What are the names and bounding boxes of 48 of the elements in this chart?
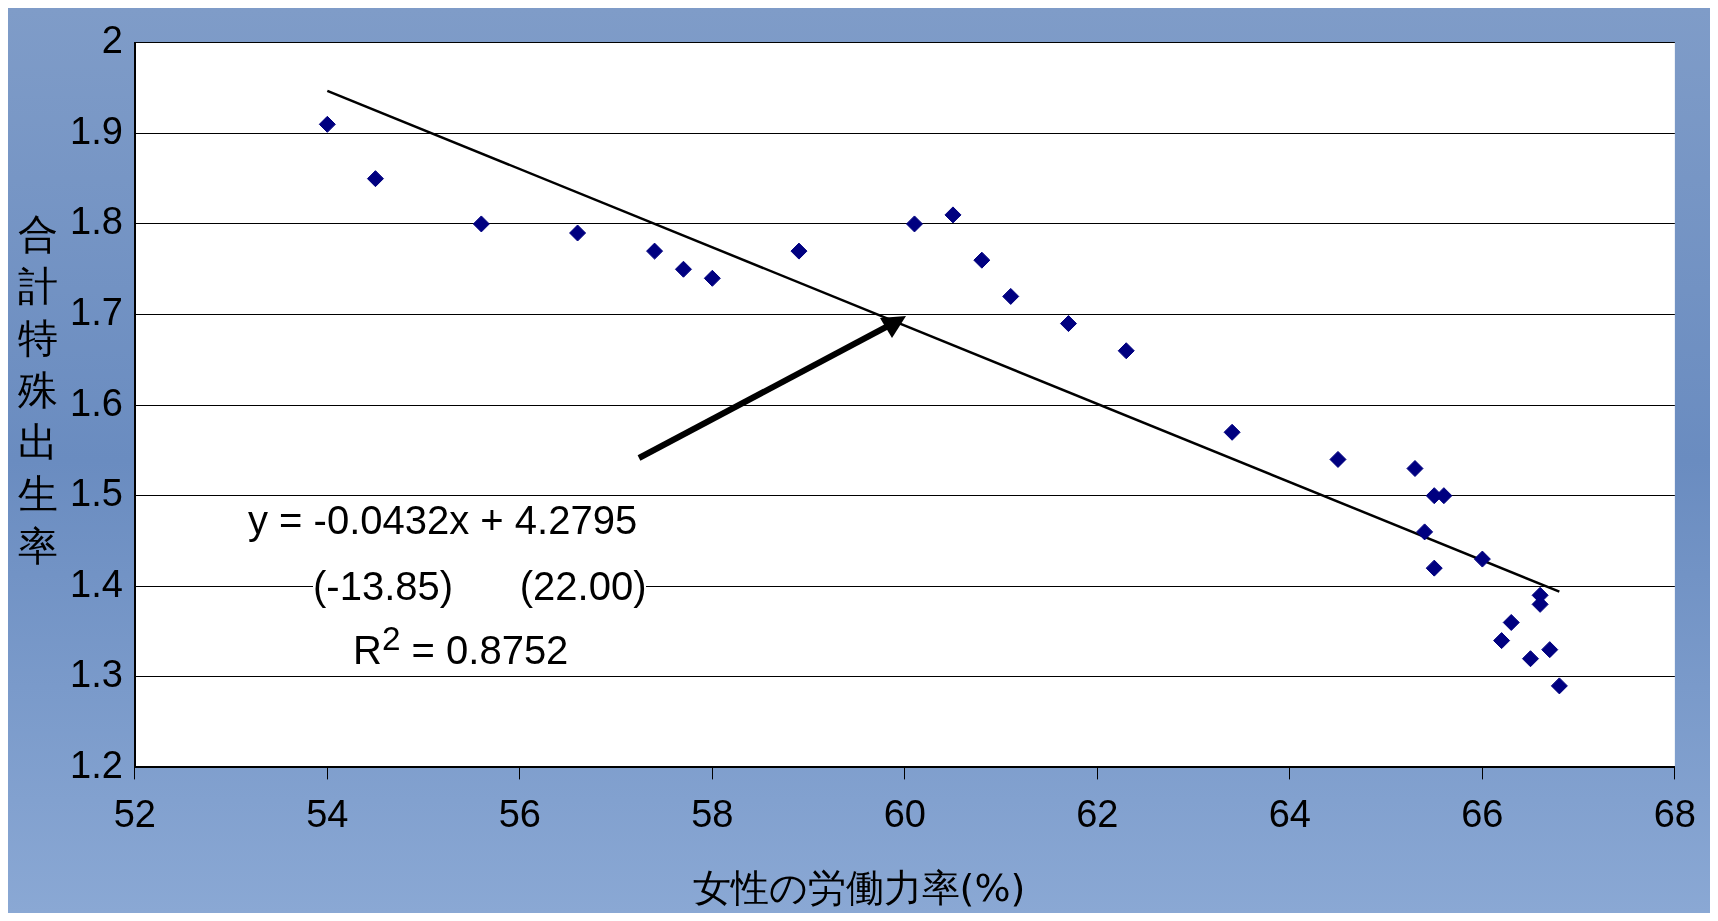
x-tick-label: 62 (1076, 792, 1119, 835)
y-tick-label: 1.8 (70, 200, 123, 243)
point (1550, 677, 1568, 695)
point (905, 215, 923, 233)
y-tick-label: 1.3 (70, 653, 123, 696)
x-tick-label: 56 (498, 792, 541, 835)
annotation: R$^{2}$ = 0.8752 (353, 620, 569, 674)
point (1002, 287, 1020, 305)
point (1059, 315, 1077, 333)
y-tick-label: 1.7 (70, 291, 123, 334)
annotation: (-13.85) (22.00) (313, 564, 647, 609)
point (646, 242, 664, 260)
point (1493, 632, 1511, 650)
point (318, 115, 336, 133)
x-tick-label: 60 (883, 792, 926, 835)
point (1425, 559, 1443, 577)
point (1223, 423, 1241, 441)
point (944, 206, 962, 224)
x-tick-label: 52 (113, 792, 156, 835)
y-tick-label: 1.6 (70, 381, 123, 424)
point (1406, 460, 1424, 477)
point (1416, 523, 1434, 541)
point (569, 224, 587, 242)
x-tick-label: 54 (306, 792, 349, 835)
y-tick-label: 1.2 (70, 743, 123, 786)
x-tick-label: 64 (1268, 792, 1311, 835)
point (1473, 550, 1491, 568)
point (674, 260, 692, 278)
y-tick-label: 1.4 (70, 562, 123, 605)
x-tick-label: 58 (691, 792, 734, 835)
y-tick-label: 1.5 (70, 472, 123, 515)
x-axis-title: 女性の労働力率(%) (692, 866, 1026, 910)
point (472, 215, 490, 233)
x-tick-label: 66 (1461, 792, 1504, 835)
point (973, 251, 991, 269)
point (1329, 450, 1347, 468)
point (1117, 342, 1135, 360)
point (1502, 613, 1520, 631)
point (1541, 641, 1559, 659)
point (366, 170, 384, 188)
y-axis-title: 合計特殊出生率 (17, 210, 59, 571)
annotation: y = -0.0432x + 4.2795 (248, 498, 638, 543)
y-tick-label: 1.9 (70, 109, 123, 152)
point (1521, 650, 1539, 668)
point (790, 242, 808, 260)
y-tick-label: 2 (101, 19, 123, 62)
x-tick-label: 68 (1653, 792, 1697, 835)
point (703, 269, 721, 287)
